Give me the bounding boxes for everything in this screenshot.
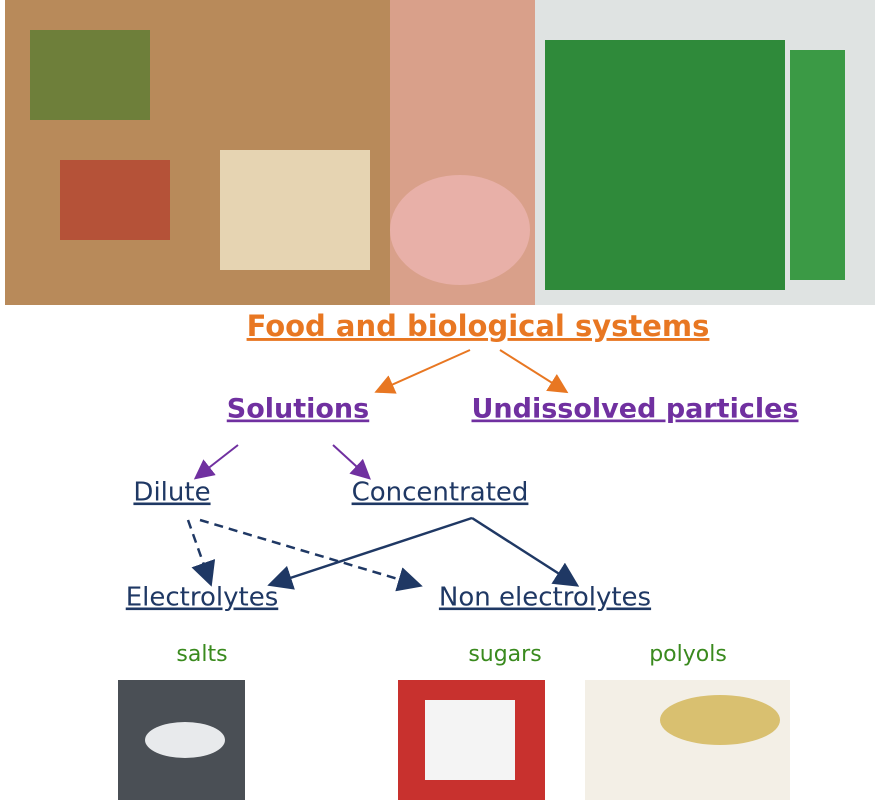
arrow (374, 349, 471, 394)
food-photo-detail (30, 30, 150, 120)
node: Undissolved particles (472, 394, 799, 425)
node: Non electrolytes (439, 583, 651, 613)
food-photo-detail (220, 150, 370, 270)
node: Dilute (133, 478, 210, 508)
example-label: sugars (468, 642, 541, 667)
arrow (199, 518, 423, 592)
example-label: polyols (649, 642, 727, 667)
salt-photo-detail (145, 722, 225, 758)
title: Food and biological systems (247, 309, 710, 343)
node: Solutions (227, 394, 369, 425)
bioreactor-panel (545, 40, 785, 290)
food-photo-detail (60, 160, 170, 240)
bioreactor-panel (790, 50, 845, 280)
node: Concentrated (352, 478, 529, 508)
sugar-photo-detail (425, 700, 515, 780)
photos (5, 0, 875, 305)
arrow (332, 444, 371, 480)
arrow (267, 516, 473, 590)
example-label: salts (176, 642, 227, 667)
polyol-photo-detail (660, 695, 780, 745)
arrow (186, 519, 216, 587)
arrow (471, 516, 580, 587)
meat-photo-detail (390, 175, 530, 285)
arrow (499, 349, 569, 394)
node: Electrolytes (126, 583, 279, 613)
arrow (193, 444, 239, 480)
